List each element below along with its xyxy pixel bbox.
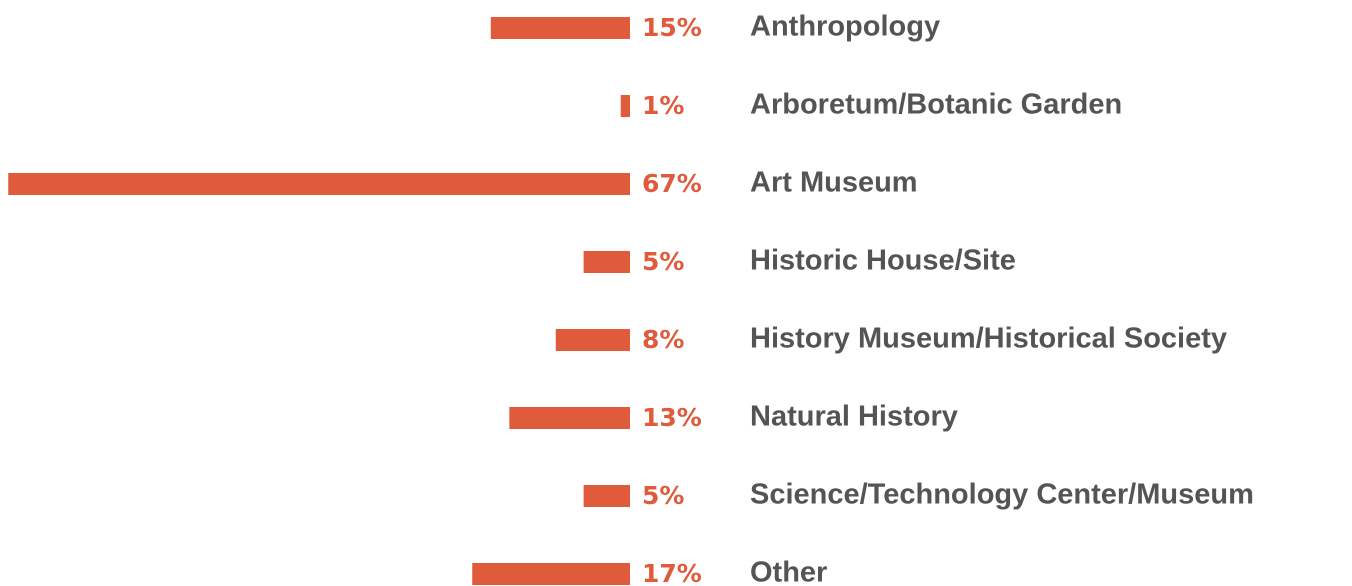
value-label: 15%	[642, 13, 702, 42]
value-label: 5%	[642, 247, 684, 276]
bar	[583, 485, 630, 507]
bar	[555, 329, 630, 351]
category-label: Arboretum/Botanic Garden	[750, 89, 1122, 121]
category-label: Natural History	[750, 401, 958, 433]
category-label: Art Museum	[750, 167, 918, 199]
bar	[583, 251, 630, 273]
value-label: 5%	[642, 481, 684, 510]
category-label: Other	[750, 557, 827, 586]
bar	[8, 173, 631, 195]
bar	[490, 17, 630, 39]
value-label: 17%	[642, 559, 702, 586]
bar	[472, 563, 630, 585]
category-label: Anthropology	[750, 11, 940, 43]
value-label: 8%	[642, 325, 684, 354]
category-label: Historic House/Site	[750, 245, 1016, 277]
bar	[509, 407, 630, 429]
category-label: Science/Technology Center/Museum	[750, 479, 1254, 511]
value-label: 13%	[642, 403, 702, 432]
value-label: 1%	[642, 91, 684, 120]
category-label: History Museum/Historical Society	[750, 323, 1227, 355]
bar	[620, 95, 630, 117]
value-label: 67%	[642, 169, 702, 198]
